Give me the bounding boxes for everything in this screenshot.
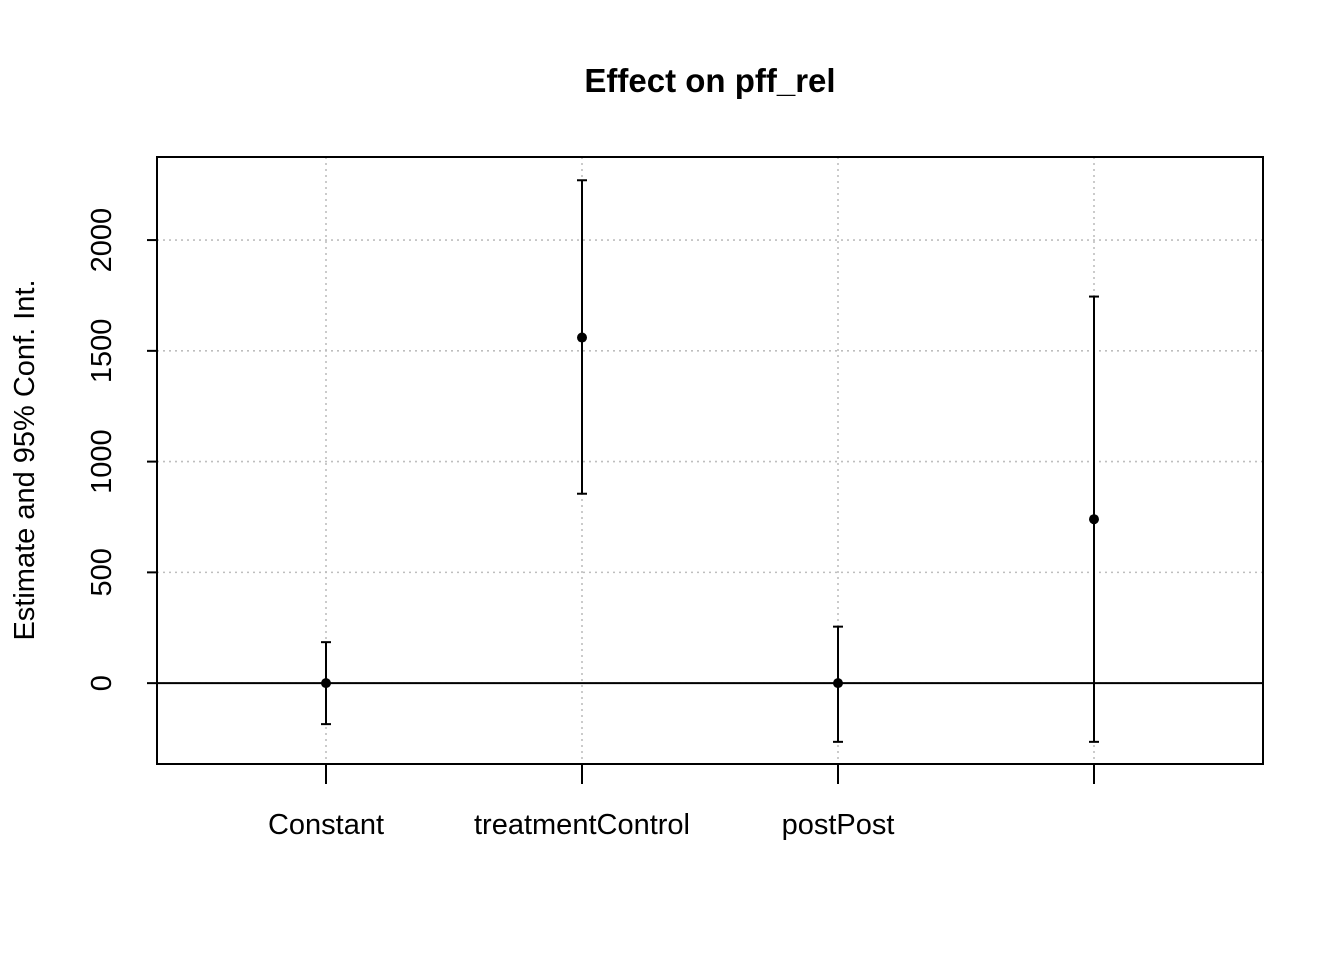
error-bars xyxy=(321,179,1099,743)
y-tick-label: 500 xyxy=(86,548,118,596)
y-tick-label: 0 xyxy=(86,675,118,691)
x-tick-label: postPost xyxy=(782,809,895,841)
plot-frame xyxy=(156,156,1264,765)
estimate-point xyxy=(1089,514,1099,525)
x-tick-label: treatmentControl xyxy=(474,809,690,841)
x-axis: Constant treatmentControl postPost xyxy=(268,764,1095,841)
estimate-point xyxy=(833,678,843,689)
y-tick-label: 1500 xyxy=(86,319,118,384)
y-tick-label: 1000 xyxy=(86,429,118,494)
y-axis-label: Estimate and 95% Conf. Int. xyxy=(9,279,41,640)
y-axis: 0 500 1000 1500 2000 xyxy=(86,208,157,691)
x-tick-label: Constant xyxy=(268,809,384,841)
chart-title: Effect on pff_rel xyxy=(584,62,835,99)
y-tick-label: 2000 xyxy=(86,208,118,273)
estimate-point xyxy=(321,678,331,689)
grid-lines xyxy=(157,157,1263,764)
estimate-point xyxy=(577,332,587,343)
